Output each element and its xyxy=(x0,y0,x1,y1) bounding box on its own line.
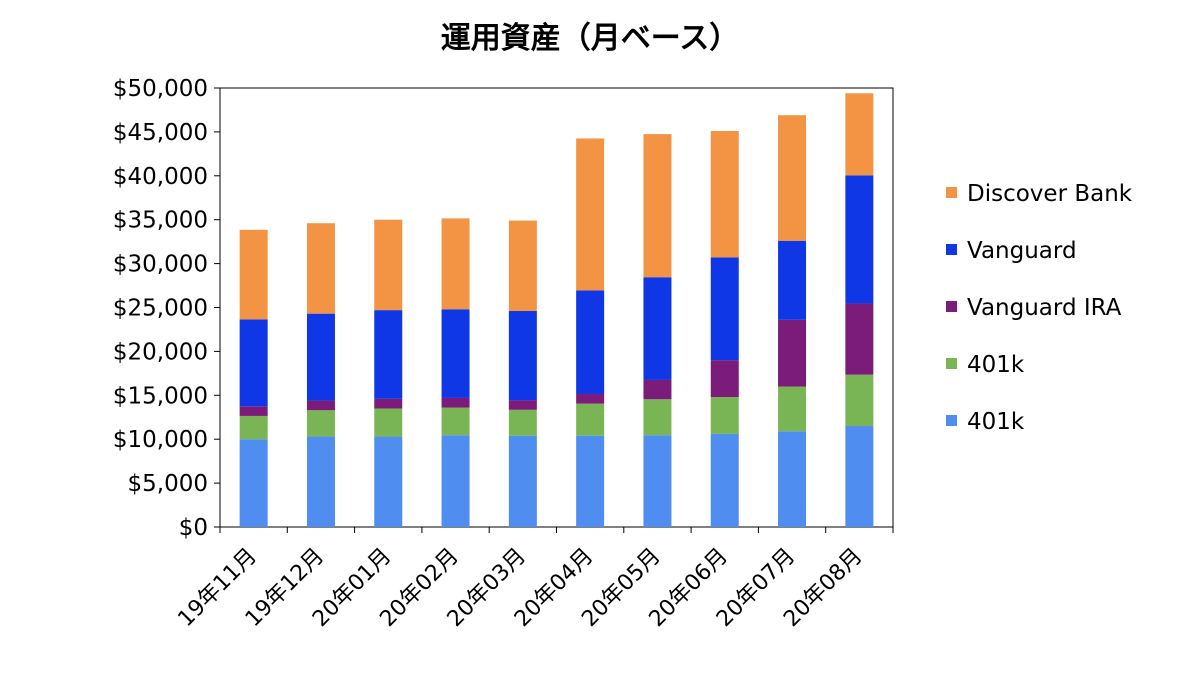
bar-segment xyxy=(508,400,537,410)
bar-segment xyxy=(306,223,335,314)
bar-segment xyxy=(441,218,470,310)
y-tick-label: $40,000 xyxy=(113,164,208,190)
legend-label: Discover Bank xyxy=(967,181,1133,207)
bar-segment xyxy=(576,290,605,394)
bar-segment xyxy=(643,379,672,400)
bar-segment xyxy=(845,374,874,427)
bar-segment xyxy=(710,433,739,527)
bar-segment xyxy=(441,309,470,398)
bar-segment xyxy=(239,319,268,407)
legend-label: 401k xyxy=(967,352,1025,378)
bar-segment xyxy=(441,435,470,527)
y-tick-label: $10,000 xyxy=(113,427,208,453)
bar-segment xyxy=(643,435,672,527)
bar-segment xyxy=(374,436,403,527)
bar-segment xyxy=(508,311,537,401)
bar-segment xyxy=(508,220,537,312)
bar-segment xyxy=(374,398,403,409)
bar-segment xyxy=(508,409,537,436)
bar-segment xyxy=(643,277,672,380)
y-tick-label: $30,000 xyxy=(113,252,208,278)
bar-segment xyxy=(643,134,672,278)
legend-swatch xyxy=(946,301,957,312)
bar-segment xyxy=(576,393,605,404)
bar-segment xyxy=(239,406,268,416)
y-tick-label: $50,000 xyxy=(113,76,208,102)
bar-segment xyxy=(508,435,537,527)
bar-segment xyxy=(778,386,807,432)
bar-segment xyxy=(778,115,807,241)
bar-segment xyxy=(710,257,739,361)
legend-swatch xyxy=(946,187,957,198)
bar-segment xyxy=(374,310,403,399)
bar-segment xyxy=(374,219,403,311)
bar-segment xyxy=(374,408,403,437)
bar-segment xyxy=(306,400,335,411)
legend-swatch xyxy=(946,358,957,369)
legend-label: Vanguard IRA xyxy=(967,295,1122,321)
bar-segment xyxy=(306,410,335,437)
bar-segment xyxy=(441,397,470,408)
chart-title: 運用資産（月ベース） xyxy=(441,21,740,56)
bar-segment xyxy=(710,360,739,398)
bar-segment xyxy=(845,303,874,375)
y-tick-label: $35,000 xyxy=(113,208,208,234)
bar-segment xyxy=(845,426,874,527)
legend-swatch xyxy=(946,415,957,426)
bar-segment xyxy=(306,436,335,527)
plot-area: $0 $5,000 $10,000 $15,000 $20,000 $25,000 $30,… xyxy=(113,76,894,632)
bar-segment xyxy=(845,175,874,304)
legend-label: 401k xyxy=(967,409,1025,435)
bar-segment xyxy=(778,319,807,387)
bar-segment xyxy=(576,435,605,527)
legend-swatch xyxy=(946,244,957,255)
bar-segment xyxy=(239,415,268,440)
y-tick-label: $5,000 xyxy=(128,471,208,497)
bar-segment xyxy=(778,240,807,320)
y-tick-label: $20,000 xyxy=(113,339,208,365)
y-tick-label: $0 xyxy=(179,515,208,541)
bar-segment xyxy=(710,131,739,258)
bar-segment xyxy=(845,93,874,176)
y-tick-label: $25,000 xyxy=(113,296,208,322)
y-tick-label: $45,000 xyxy=(113,120,208,146)
bar-segment xyxy=(778,431,807,527)
bar-segment xyxy=(239,229,268,320)
legend: Discover Bank Vanguard Vanguard IRA 401k 401… xyxy=(946,181,1133,435)
bar-segment xyxy=(576,403,605,436)
y-tick-label: $15,000 xyxy=(113,383,208,409)
bar-segment xyxy=(643,399,672,436)
legend-label: Vanguard xyxy=(967,238,1077,264)
bar-segment xyxy=(306,313,335,401)
bar-segment xyxy=(710,397,739,434)
bar-segment xyxy=(441,407,470,436)
bar-segment xyxy=(239,439,268,527)
bar-segment xyxy=(576,138,605,291)
